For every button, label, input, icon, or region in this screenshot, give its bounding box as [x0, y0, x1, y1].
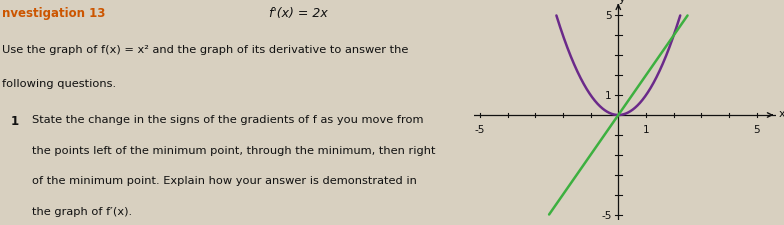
- Text: of the minimum point. Explain how your answer is demonstrated in: of the minimum point. Explain how your a…: [32, 176, 417, 185]
- Text: 1: 1: [604, 91, 612, 101]
- Text: -5: -5: [474, 124, 485, 134]
- Text: nvestigation 13: nvestigation 13: [2, 7, 106, 20]
- Text: 5: 5: [604, 11, 612, 21]
- Text: 5: 5: [753, 124, 760, 134]
- Text: State the change in the signs of the gradients of f as you move from: State the change in the signs of the gra…: [32, 115, 424, 125]
- Text: 1: 1: [11, 115, 19, 128]
- Text: f'(x) = 2x: f'(x) = 2x: [270, 7, 328, 20]
- Text: the points left of the minimum point, through the minimum, then right: the points left of the minimum point, th…: [32, 145, 436, 155]
- Text: y: y: [619, 0, 625, 4]
- Text: the graph of f′(x).: the graph of f′(x).: [32, 206, 132, 216]
- Text: following questions.: following questions.: [2, 79, 117, 89]
- Text: -5: -5: [601, 209, 612, 220]
- Text: x: x: [779, 108, 784, 118]
- Text: 1: 1: [643, 124, 649, 134]
- Text: Use the graph of f(x) = x² and the graph of its derivative to answer the: Use the graph of f(x) = x² and the graph…: [2, 45, 409, 55]
